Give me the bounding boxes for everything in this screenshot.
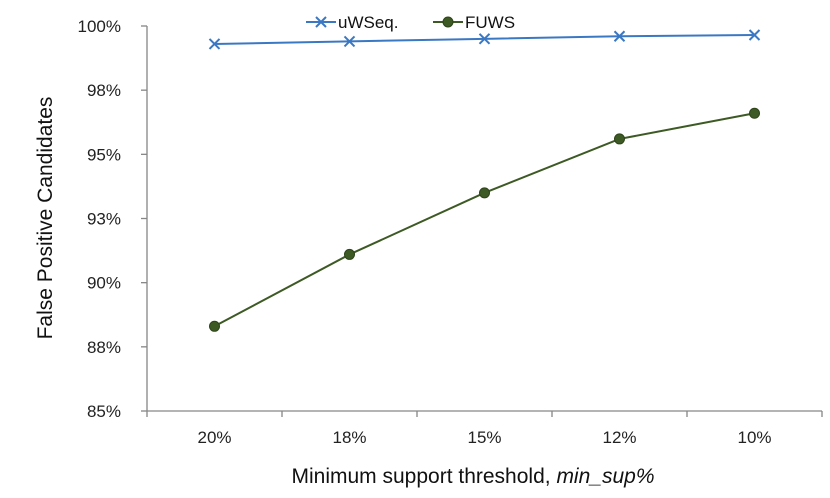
data-point-fuws bbox=[344, 248, 355, 260]
x-axis-ticks: 20% 18% 15% 12% 10% bbox=[146, 411, 823, 447]
legend-item-fuws: FUWS bbox=[433, 13, 515, 32]
y-tick-label: 85% bbox=[87, 402, 121, 421]
legend-marker-fuws bbox=[442, 16, 454, 28]
legend-item-uwseq: uWSeq. bbox=[306, 13, 398, 32]
y-tick-label: 100% bbox=[78, 17, 121, 36]
legend-label-fuws: FUWS bbox=[465, 13, 515, 32]
data-point-uwseq bbox=[208, 38, 221, 50]
y-axis-ticks: 85% 88% 90% 93% 95% 98% 100% bbox=[78, 17, 147, 421]
x-axis-title-italic: min_sup% bbox=[556, 465, 654, 488]
y-tick-label: 93% bbox=[87, 210, 121, 229]
x-tick-label: 20% bbox=[197, 428, 231, 447]
y-tick-label: 98% bbox=[87, 81, 121, 100]
y-tick-label: 95% bbox=[87, 145, 121, 164]
x-axis-title: Minimum support threshold, min_sup% bbox=[291, 465, 654, 488]
legend-label-uwseq: uWSeq. bbox=[338, 13, 398, 32]
data-point-uwseq bbox=[343, 35, 356, 48]
x-tick-label: 10% bbox=[737, 428, 771, 447]
series-layer bbox=[208, 29, 761, 332]
data-point-fuws bbox=[209, 320, 220, 332]
legend-marker-uwseq bbox=[315, 16, 327, 28]
x-axis-title-text: Minimum support threshold, bbox=[291, 465, 556, 488]
data-point-uwseq bbox=[748, 29, 761, 41]
x-tick-label: 15% bbox=[467, 428, 501, 447]
data-point-uwseq bbox=[478, 33, 491, 45]
x-tick-label: 12% bbox=[602, 428, 636, 447]
y-tick-label: 88% bbox=[87, 338, 121, 357]
data-point-uwseq bbox=[613, 30, 626, 42]
x-tick-label: 18% bbox=[332, 428, 366, 447]
data-point-fuws bbox=[749, 107, 760, 119]
series-line-fuws bbox=[214, 112, 755, 328]
legend: uWSeq. FUWS bbox=[306, 13, 515, 32]
y-tick-label: 90% bbox=[87, 274, 121, 293]
axes bbox=[146, 26, 822, 412]
y-axis-title: False Positive Candidates bbox=[34, 97, 57, 340]
data-point-fuws bbox=[479, 187, 490, 199]
data-point-fuws bbox=[614, 133, 625, 145]
